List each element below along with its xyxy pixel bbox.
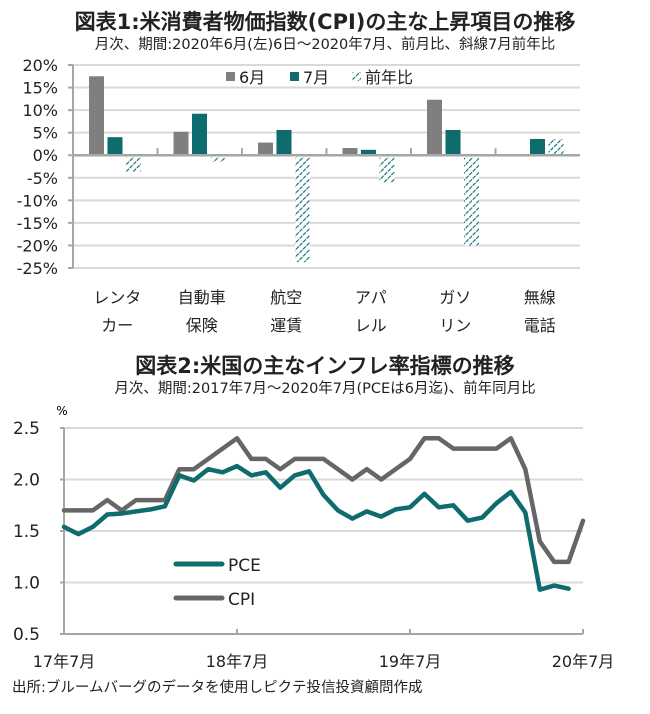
y-tick-label: 5% (33, 124, 58, 143)
x-tick-label: 18年7月 (206, 652, 269, 671)
bar-6月 (89, 76, 104, 156)
y-tick-label: 1.0 (13, 574, 40, 594)
y-tick-label: 1.5 (13, 522, 40, 542)
category-label: レンタ (93, 288, 141, 307)
legend-swatch-前年比 (352, 72, 361, 81)
category-label: ガソ (439, 288, 471, 307)
x-tick-label: 20年7月 (552, 652, 615, 671)
source-note: 出所:ブルームバーグのデータを使用しピクテ投信投資顧問作成 (12, 680, 423, 696)
category-label: レル (355, 316, 387, 335)
figure1-title: 図表1:米消費者物価指数(CPI)の主な上昇項目の推移 (74, 10, 576, 34)
bar-6月 (427, 99, 442, 156)
legend-label: PCE (228, 556, 261, 576)
figure1-subtitle: 月次、期間:2020年6月(左)6日～2020年7月、前月比、斜線7月前年比 (94, 37, 556, 53)
bar-7月 (107, 137, 123, 156)
bar-前年比 (126, 157, 141, 172)
bar-7月 (445, 129, 461, 156)
y-tick-label: -10% (17, 191, 58, 210)
y-tick-label: -25% (17, 259, 58, 278)
bar-7月 (361, 149, 376, 156)
bar-7月 (276, 129, 292, 156)
legend-label: 6月 (239, 68, 265, 87)
y-tick-label: 0% (33, 146, 58, 165)
x-tick-label: 19年7月 (379, 652, 442, 671)
bar-7月 (192, 113, 207, 156)
y-tick-label: 0.5 (13, 625, 40, 645)
category-label: カー (101, 316, 133, 335)
bar-6月 (342, 148, 358, 156)
bar-前年比 (548, 138, 564, 156)
legend-swatch-6月 (226, 72, 235, 81)
bar-前年比 (210, 157, 226, 162)
category-label: アパ (355, 288, 387, 307)
y-tick-label: 2.5 (13, 419, 40, 439)
bar-前年比 (464, 157, 479, 246)
figure2-title: 図表2:米国の主なインフレ率指標の推移 (135, 354, 515, 378)
category-label: 自動車 (178, 288, 226, 307)
y-tick-label: -20% (17, 236, 58, 255)
bar-前年比 (379, 157, 395, 183)
bar-7月 (530, 138, 545, 156)
bar-6月 (173, 131, 189, 156)
legend-label: 前年比 (365, 68, 413, 87)
x-tick-label: 17年7月 (33, 652, 96, 671)
category-label: 無線 (524, 288, 556, 307)
bar-前年比 (295, 157, 310, 263)
y-unit-label: % (56, 404, 67, 418)
y-tick-label: -15% (17, 214, 58, 233)
figure2-subtitle: 月次、期間:2017年7月～2020年7月(PCEは6月迄)、前年同月比 (114, 381, 536, 397)
category-label: 航空 (270, 288, 302, 307)
category-label: リン (439, 316, 471, 335)
line-PCE (61, 463, 571, 592)
y-tick-label: 2.0 (13, 471, 40, 491)
line-CPI (61, 436, 586, 565)
category-label: 運賃 (270, 316, 302, 335)
y-tick-label: 15% (22, 79, 58, 98)
legend-label: 7月 (303, 68, 329, 87)
y-tick-label: -5% (27, 169, 58, 188)
y-tick-label: 20% (22, 56, 58, 75)
line-chart: % 2.5 2.0 1.5 1.0 0.5 17年7月 18年7月 19年7月 20年7月 PCE C… (13, 404, 614, 671)
legend-label: CPI (228, 590, 255, 610)
category-label: 電話 (524, 316, 556, 335)
bar-6月 (258, 142, 273, 156)
legend-swatch-7月 (290, 72, 299, 81)
y-tick-label: 10% (22, 101, 58, 120)
category-label: 保険 (186, 316, 218, 335)
